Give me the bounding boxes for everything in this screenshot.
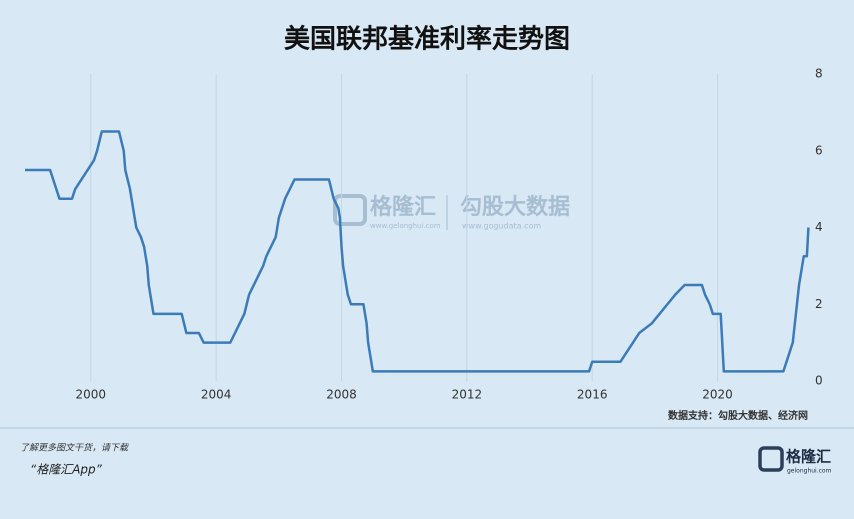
- y-tick-label: 6: [815, 143, 823, 157]
- x-tick-label: 2004: [201, 388, 232, 402]
- footer-text: 了解更多图文干货，请下载: [20, 443, 129, 454]
- chart-title: 美国联邦基准利率走势图: [284, 24, 570, 55]
- watermark-brand: 格隆汇: [370, 194, 436, 220]
- x-tick-label: 2020: [702, 388, 733, 402]
- y-tick-label: 8: [815, 67, 823, 81]
- watermark: 格隆汇 www.gelonghui.com 勾股大数据 www.gogudata…: [333, 194, 570, 231]
- y-tick-label: 0: [815, 374, 823, 388]
- line: [25, 130, 810, 373]
- x-tick-label: 2008: [326, 388, 357, 402]
- y-tick-label: 2: [815, 297, 823, 311]
- logo-icon: [758, 446, 784, 472]
- logo-url: gelonghui.com: [787, 468, 832, 475]
- x-tick-label: 2016: [577, 388, 608, 402]
- logo-text: 格隆汇: [786, 448, 831, 466]
- watermark-partner: 勾股大数据: [460, 194, 570, 220]
- watermark-url: www.gogudata.com: [462, 222, 541, 231]
- x-tick-label: 2000: [76, 388, 107, 402]
- source: 数据支持：勾股大数据、经济网: [668, 409, 808, 422]
- y-tick-label: 4: [815, 220, 823, 234]
- watermark-icon: [333, 194, 367, 226]
- watermark-url: www.gelonghui.com: [370, 222, 441, 230]
- footer-text: “格隆汇App”: [30, 463, 103, 477]
- x-tick-label: 2012: [452, 388, 483, 402]
